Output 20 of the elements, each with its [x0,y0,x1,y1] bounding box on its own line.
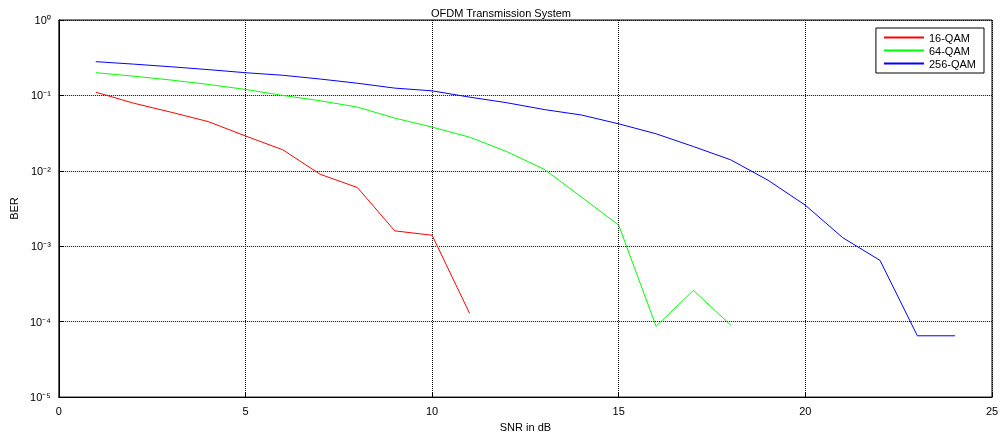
legend-label: 64-QAM [928,44,970,57]
line-series [95,72,732,327]
y-tick-label: 10⁰ [34,14,51,26]
y-tick-label: 10⁻⁴ [29,315,52,328]
x-tick-label: 20 [799,404,812,417]
x-tick-label: 10 [425,404,439,417]
legend-label: 16-QAM [928,31,970,44]
y-tick-label: 10⁻¹ [30,89,52,102]
y-tick-label: 10⁻² [30,164,52,177]
y-tick-label: 10⁻³ [30,240,52,253]
line-series [95,91,470,314]
x-tick-label: 5 [242,404,249,417]
y-axis-title: BER [7,197,20,220]
x-axis-title: SNR in dB [499,420,552,433]
x-tick-label: 25 [985,404,999,417]
chart-title: OFDM Transmission System [431,6,571,19]
legend-label: 256-QAM [928,57,977,70]
x-tick-label: 0 [55,404,62,417]
x-tick-label: 15 [612,404,625,417]
y-tick-label: 10⁻⁵ [30,391,51,404]
